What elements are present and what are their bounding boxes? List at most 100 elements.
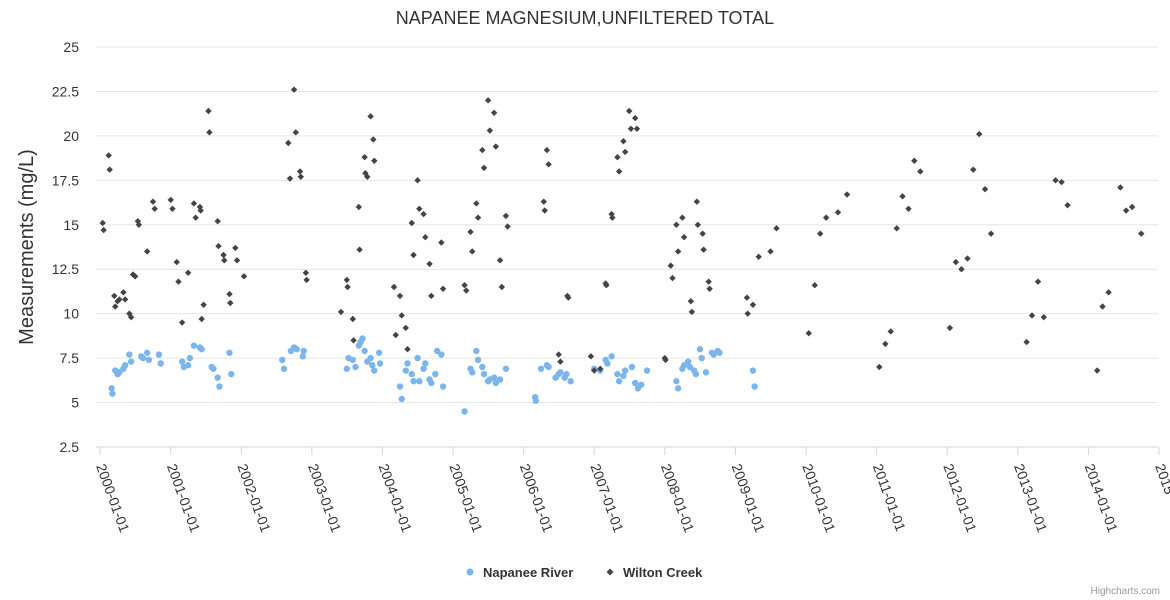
data-point[interactable] <box>498 283 506 291</box>
data-point[interactable] <box>114 298 121 305</box>
data-point[interactable] <box>196 203 204 211</box>
data-point[interactable] <box>749 367 757 374</box>
data-point[interactable] <box>502 365 510 372</box>
data-point[interactable] <box>755 253 762 260</box>
data-point[interactable] <box>557 369 564 376</box>
credits-link[interactable]: Highcharts.com <box>1091 586 1160 597</box>
data-point[interactable] <box>221 257 228 264</box>
data-point[interactable] <box>398 395 405 403</box>
data-point[interactable] <box>1028 312 1036 319</box>
data-point[interactable] <box>496 376 504 383</box>
data-point[interactable] <box>1040 314 1048 321</box>
data-point[interactable] <box>632 114 639 122</box>
data-point[interactable] <box>343 365 351 372</box>
data-point[interactable] <box>467 228 474 236</box>
data-point[interactable] <box>461 408 468 415</box>
data-point[interactable] <box>169 205 176 212</box>
data-point[interactable] <box>905 205 912 212</box>
data-point[interactable] <box>359 335 366 342</box>
data-point[interactable] <box>293 346 300 353</box>
data-point[interactable] <box>143 349 151 356</box>
data-point[interactable] <box>240 273 248 280</box>
data-point[interactable] <box>565 294 572 301</box>
legend-item-napanee-river[interactable]: Napanee River <box>466 565 574 580</box>
data-point[interactable] <box>205 107 212 115</box>
data-point[interactable] <box>673 221 680 228</box>
data-point[interactable] <box>680 234 688 241</box>
data-point[interactable] <box>615 168 623 175</box>
data-point[interactable] <box>226 349 233 356</box>
data-point[interactable] <box>621 367 629 374</box>
data-point[interactable] <box>355 203 363 211</box>
data-point[interactable] <box>628 363 636 371</box>
data-point[interactable] <box>364 173 371 180</box>
data-point[interactable] <box>105 152 112 159</box>
data-point[interactable] <box>692 370 700 378</box>
data-point[interactable] <box>557 358 564 365</box>
data-point[interactable] <box>414 177 421 184</box>
data-point[interactable] <box>987 230 995 237</box>
data-point[interactable] <box>543 146 551 154</box>
data-point[interactable] <box>143 248 151 255</box>
data-point[interactable] <box>805 330 812 337</box>
data-point[interactable] <box>608 353 615 360</box>
data-point[interactable] <box>344 283 351 291</box>
data-point[interactable] <box>296 168 304 175</box>
data-point[interactable] <box>121 362 129 369</box>
data-point[interactable] <box>492 379 500 387</box>
data-point[interactable] <box>426 260 433 268</box>
data-point[interactable] <box>233 257 241 264</box>
data-point[interactable] <box>632 379 639 387</box>
data-point[interactable] <box>173 258 180 266</box>
data-point[interactable] <box>563 370 570 378</box>
data-point[interactable] <box>214 374 221 381</box>
data-point[interactable] <box>371 157 378 164</box>
data-point[interactable] <box>1105 289 1112 296</box>
data-point[interactable] <box>396 383 404 390</box>
data-point[interactable] <box>190 342 198 349</box>
data-point[interactable] <box>428 292 435 300</box>
data-point[interactable] <box>371 367 378 374</box>
data-point[interactable] <box>749 301 757 308</box>
data-point[interactable] <box>280 365 288 372</box>
data-point[interactable] <box>496 257 504 264</box>
data-point[interactable] <box>302 269 310 276</box>
data-point[interactable] <box>696 346 704 353</box>
data-point[interactable] <box>392 331 399 339</box>
data-point[interactable] <box>484 97 492 104</box>
data-point[interactable] <box>887 328 894 335</box>
data-point[interactable] <box>479 363 486 371</box>
data-point[interactable] <box>404 360 411 367</box>
data-point[interactable] <box>396 292 404 300</box>
data-point[interactable] <box>227 299 234 307</box>
data-point[interactable] <box>215 242 222 250</box>
data-point[interactable] <box>479 146 486 154</box>
data-point[interactable] <box>1099 303 1106 310</box>
data-point[interactable] <box>121 296 129 303</box>
data-point[interactable] <box>608 210 615 218</box>
data-point[interactable] <box>410 378 417 385</box>
data-point[interactable] <box>361 347 368 355</box>
data-point[interactable] <box>621 148 629 156</box>
data-point[interactable] <box>108 385 115 392</box>
data-point[interactable] <box>349 356 357 364</box>
data-point[interactable] <box>149 198 157 205</box>
data-point[interactable] <box>361 154 368 161</box>
data-point[interactable] <box>1058 178 1065 186</box>
data-point[interactable] <box>438 351 445 358</box>
data-point[interactable] <box>157 360 164 367</box>
data-point[interactable] <box>587 353 595 360</box>
data-point[interactable] <box>633 125 641 132</box>
data-point[interactable] <box>416 378 423 385</box>
data-point[interactable] <box>1138 230 1145 237</box>
data-point[interactable] <box>492 143 500 150</box>
data-point[interactable] <box>626 107 633 115</box>
data-point[interactable] <box>356 246 363 253</box>
data-point[interactable] <box>350 337 357 344</box>
data-point[interactable] <box>428 379 435 387</box>
data-point[interactable] <box>135 221 143 228</box>
data-point[interactable] <box>297 173 305 180</box>
data-point[interactable] <box>743 294 751 301</box>
data-point[interactable] <box>674 248 682 255</box>
legend[interactable]: Napanee River Wilton Creek <box>466 565 704 580</box>
